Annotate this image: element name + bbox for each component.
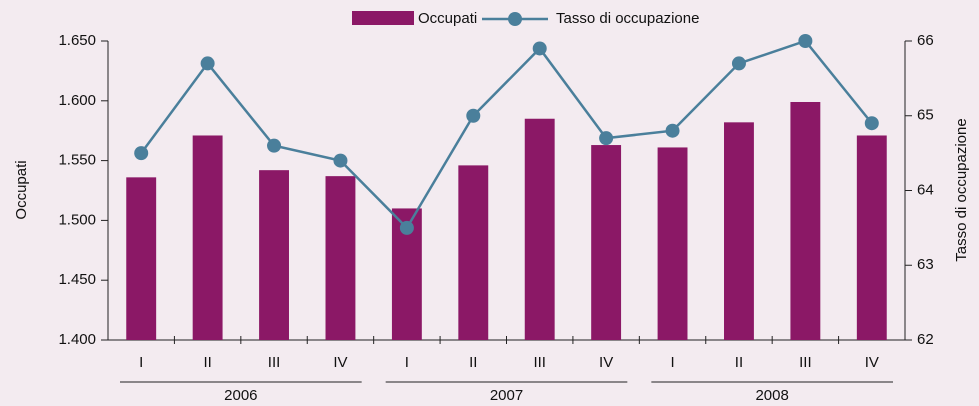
y-tick-label: 1.550 <box>58 152 96 169</box>
line-marker <box>333 153 348 168</box>
line-marker <box>200 56 215 71</box>
bar <box>657 147 688 340</box>
x-tick-label: III <box>533 354 546 371</box>
y2-tick-label: 65 <box>917 107 934 124</box>
line-marker <box>731 56 746 71</box>
y2-axis-label: Tasso di occupazione <box>953 118 970 261</box>
line-marker <box>267 138 282 153</box>
bar <box>790 101 821 340</box>
x-tick-label: III <box>799 354 812 371</box>
legend-marker <box>508 12 522 26</box>
bar <box>856 135 887 340</box>
y-axis-label: Occupati <box>13 160 30 219</box>
legend-label: Tasso di occupazione <box>556 10 699 27</box>
x-tick-label: II <box>469 354 477 371</box>
x-tick-label: II <box>203 354 211 371</box>
bar <box>524 118 555 341</box>
line-marker <box>665 123 680 138</box>
bar <box>724 122 754 340</box>
line-marker <box>532 41 547 56</box>
y-tick-label: 1.400 <box>58 331 96 348</box>
x-tick-label: III <box>268 354 281 371</box>
x-tick-label: I <box>405 354 409 371</box>
x-tick-label: I <box>139 354 143 371</box>
line-marker <box>599 131 614 146</box>
bar <box>126 177 157 340</box>
y-tick-label: 1.500 <box>58 211 96 228</box>
legend-label: Occupati <box>418 10 477 27</box>
y2-tick-label: 63 <box>917 256 934 273</box>
bar <box>458 165 489 340</box>
x-tick-label: I <box>670 354 674 371</box>
x-tick-label: IV <box>599 354 613 371</box>
y2-tick-label: 62 <box>917 331 934 348</box>
line-marker <box>798 34 813 48</box>
y2-tick-label: 64 <box>917 181 934 198</box>
bar <box>192 135 223 340</box>
bar <box>325 176 356 340</box>
line-marker <box>864 116 879 131</box>
y-tick-label: 1.600 <box>58 92 96 109</box>
y2-tick-label: 66 <box>917 32 934 49</box>
legend-swatch <box>352 11 414 25</box>
y-tick-label: 1.650 <box>58 32 96 49</box>
line-marker <box>399 220 414 235</box>
y-tick-label: 1.450 <box>58 271 96 288</box>
group-label: 2006 <box>224 387 257 404</box>
bar <box>259 170 289 340</box>
x-tick-label: IV <box>865 354 879 371</box>
bar <box>591 145 622 340</box>
line-marker <box>466 108 481 123</box>
group-label: 2008 <box>755 387 788 404</box>
line-marker <box>134 146 149 161</box>
x-tick-label: IV <box>333 354 347 371</box>
line <box>140 39 873 230</box>
group-label: 2007 <box>490 387 523 404</box>
x-tick-label: II <box>735 354 743 371</box>
